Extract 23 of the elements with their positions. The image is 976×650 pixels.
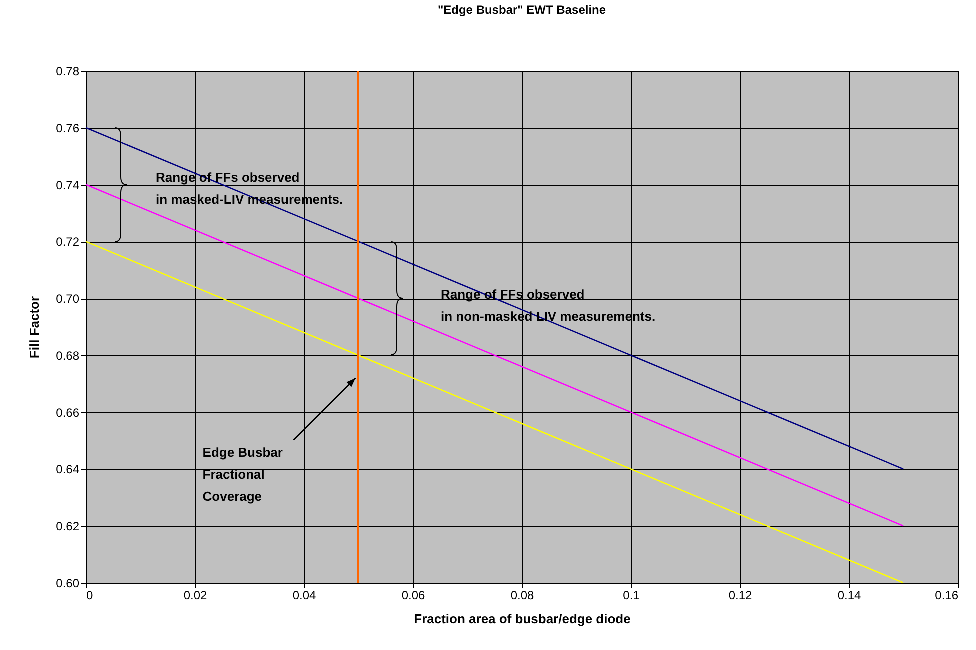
y-tick-label: 0.64 (56, 462, 80, 477)
x-tick-label: 0.04 (292, 588, 316, 602)
y-tick-label: 0.74 (56, 178, 80, 192)
x-tick-label: 0.12 (728, 588, 752, 602)
x-axis-title: Fraction area of busbar/edge diode (414, 612, 631, 626)
y-tick-label: 0.68 (56, 348, 80, 363)
x-tick-label: 0.02 (184, 588, 208, 602)
annotation: Edge Busbar Fractional Coverage (202, 445, 283, 504)
x-tick-label: 0.08 (510, 588, 534, 602)
y-tick-label: 0.66 (56, 406, 80, 420)
x-tick-label: 0.14 (838, 588, 862, 602)
y-tick-label: 0.60 (56, 576, 80, 590)
x-tick-label: 0.16 (935, 588, 959, 602)
y-tick-label: 0.76 (56, 121, 80, 136)
x-tick-label: 0 (86, 588, 94, 602)
y-tick-label: 0.70 (56, 292, 80, 306)
y-tick-label: 0.72 (56, 235, 80, 250)
y-tick-label: 0.78 (56, 64, 80, 78)
y-axis-title: Fill Factor (27, 296, 42, 359)
x-tick-label: 0.1 (623, 588, 640, 602)
y-tick-label: 0.62 (56, 520, 80, 534)
x-tick-label: 0.06 (402, 588, 426, 602)
chart-title: "Edge Busbar" EWT Baseline (438, 3, 606, 17)
